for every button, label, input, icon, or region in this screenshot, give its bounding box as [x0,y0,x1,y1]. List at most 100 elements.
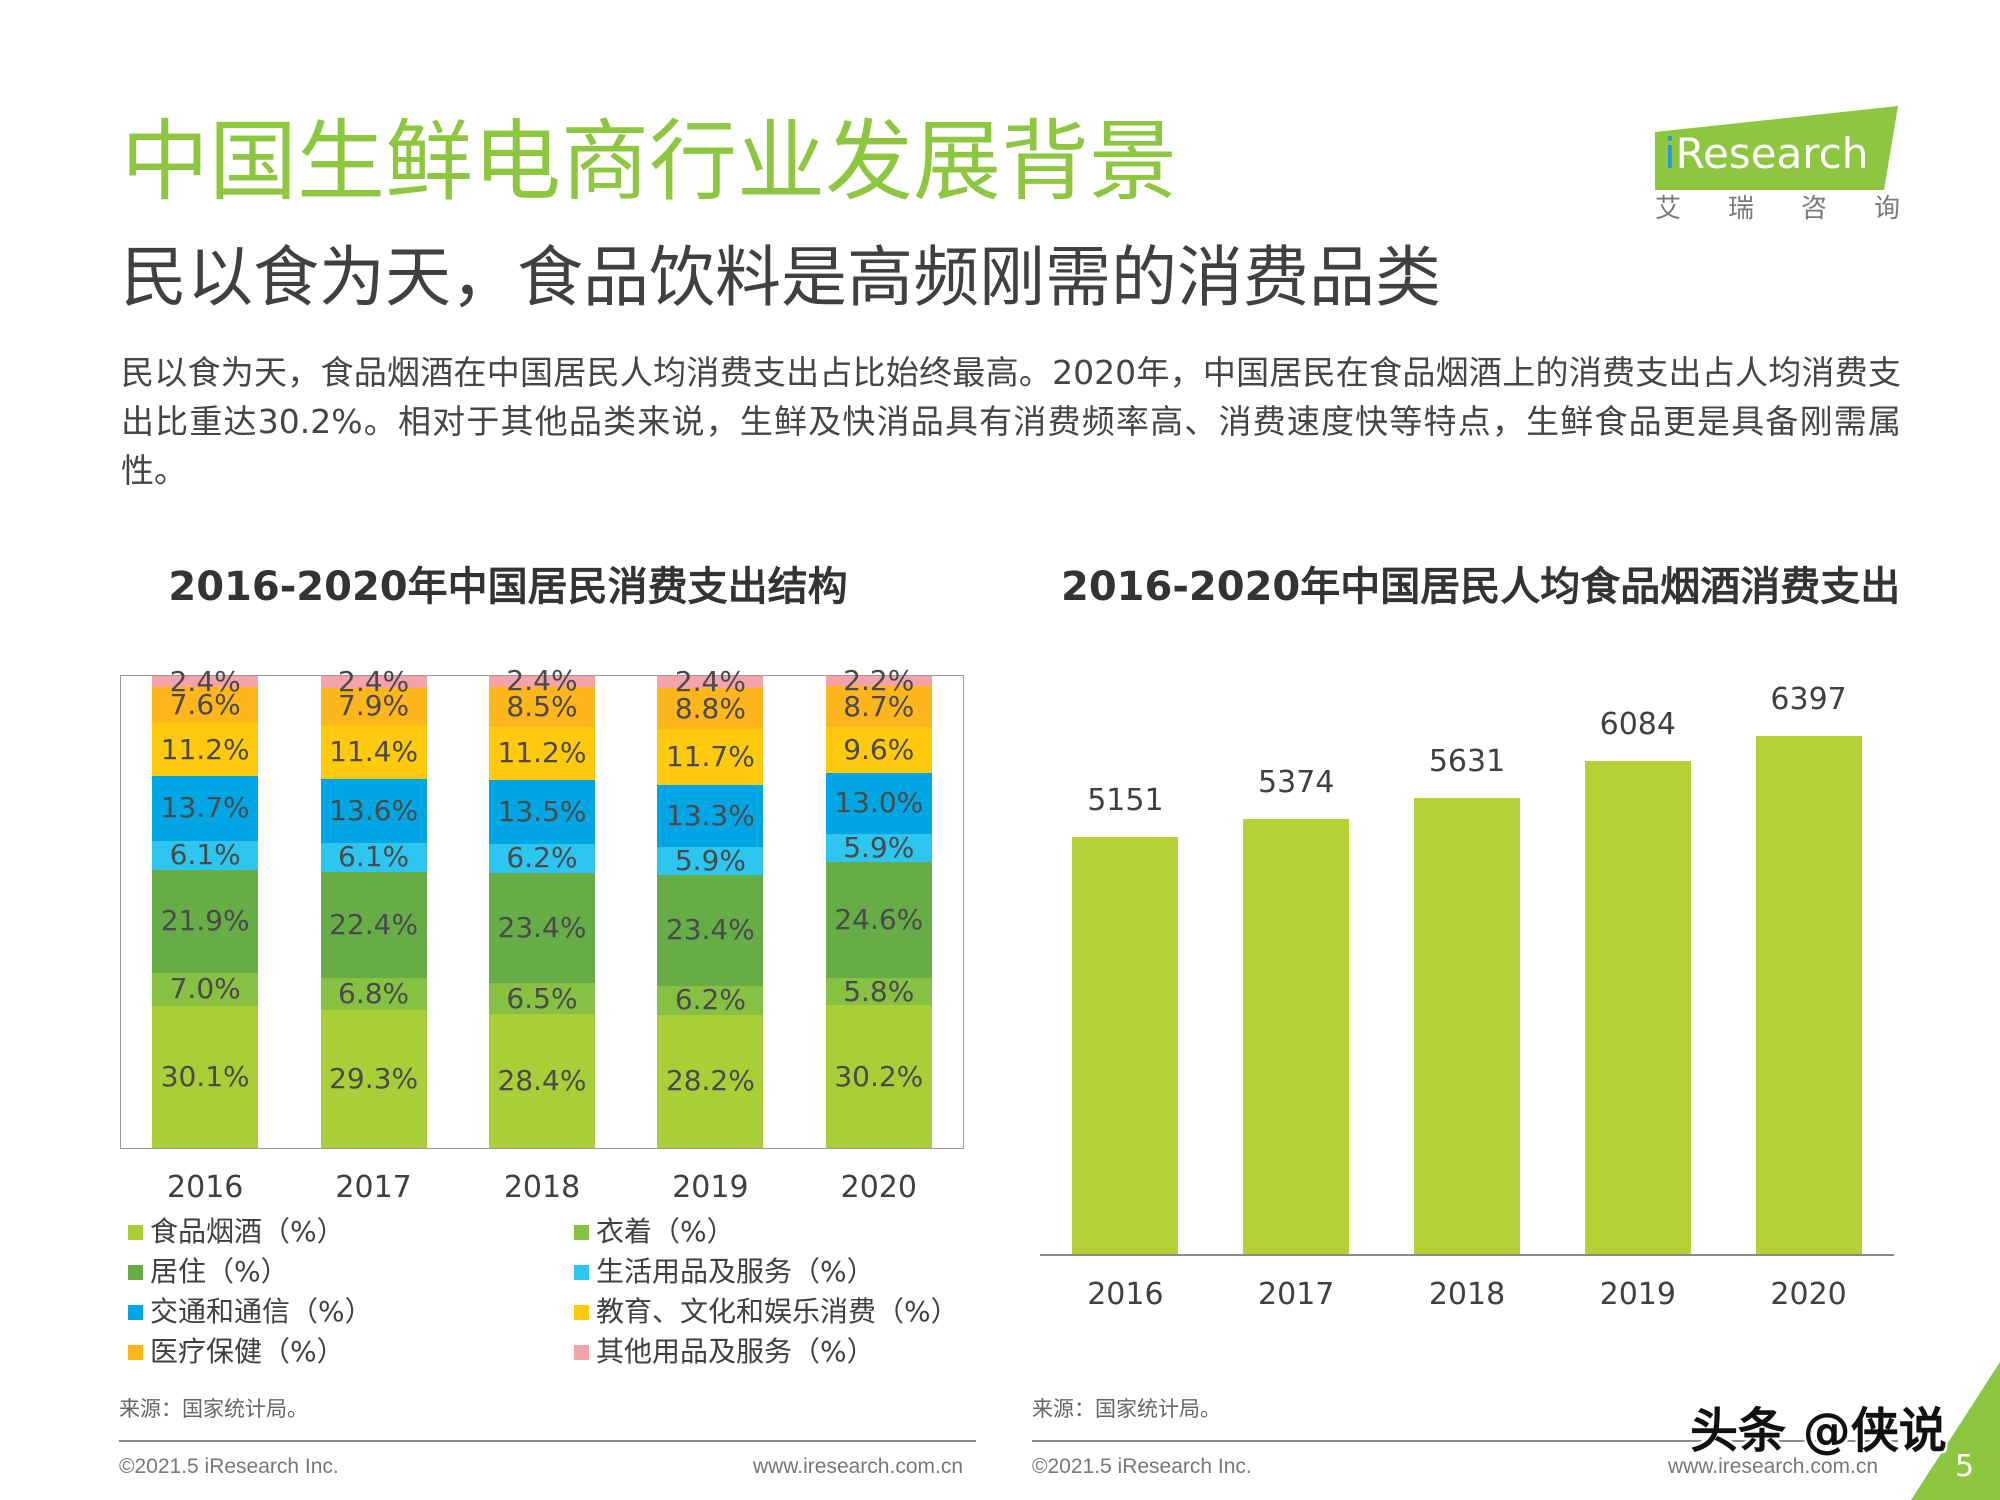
segment-2018-7 [489,686,595,727]
data-label-2016-8: 2.4% [169,664,241,698]
data-label-2017-2: 6.8% [338,976,410,1010]
data-label-2018-3: 23.4% [497,911,587,945]
bar-2019 [1584,761,1691,1254]
data-label-2018-7: 8.5% [506,689,578,723]
bar-2016 [1072,836,1179,1254]
data-label-2016-4: 6.1% [169,838,241,872]
right-footer-divider [1032,1440,1898,1442]
x-tick-label-2016: 2016 [1087,1277,1164,1312]
data-label-2018-2: 6.5% [506,981,578,1015]
data-label-2020-2: 5.8% [843,974,915,1008]
segment-2017-8 [320,676,427,688]
legend-label: 食品烟酒（%） [150,1215,345,1248]
data-label-2020-7: 8.7% [843,689,915,723]
segment-2018-3 [489,872,595,984]
legend-item-1: 食品烟酒（%） [128,1214,548,1250]
page-title: 中国生鲜电商行业发展背景 [121,110,1178,213]
watermark: 头条 @侠说 [1690,1403,1947,1459]
left-source-note: 来源：国家统计局。 [119,1397,308,1421]
x-tick-label-2020: 2020 [840,1170,917,1205]
legend-swatch [128,1225,143,1240]
segment-2020-4 [825,834,932,862]
segment-2020-1 [825,1005,932,1148]
segment-2019-5 [657,784,764,848]
bar-2020 [1755,735,1862,1254]
legend-swatch [128,1305,143,1320]
segment-2020-6 [825,727,932,773]
right-website: www.iresearch.com.cn [1667,1455,1878,1478]
segment-2019-6 [657,729,764,785]
segment-2017-5 [320,778,427,844]
x-tick-label-2019: 2019 [1599,1277,1676,1312]
bar-2017 [1243,818,1350,1254]
structure-chart-plot [120,675,964,1149]
segment-2018-5 [489,779,595,844]
data-label-2019-6: 11.7% [665,739,755,773]
legend-swatch [574,1265,589,1280]
segment-2017-4 [320,843,427,872]
segment-2018-6 [489,726,595,780]
right-copyright: ©2021.5 iResearch Inc. [1032,1455,1252,1478]
data-label-2020-4: 5.9% [843,831,915,865]
logo-tagline: 艾瑞咨询 [1655,194,1948,224]
legend-swatch [574,1225,589,1240]
data-label-2019-8: 2.4% [674,665,746,699]
segment-2018-1 [489,1013,595,1148]
right-source-note: 来源：国家统计局。 [1032,1397,1221,1421]
segment-2020-3 [825,861,932,979]
value-label-2016: 5151 [1087,782,1164,818]
data-label-2017-6: 11.4% [329,734,419,768]
segment-2017-7 [320,687,427,726]
x-tick-label-2018: 2018 [503,1170,581,1205]
data-label-2017-7: 7.9% [338,689,410,723]
data-label-2017-8: 2.4% [338,665,410,699]
x-tick-label-2018: 2018 [1428,1277,1506,1312]
segment-2016-7 [152,687,259,724]
segment-2020-8 [825,676,932,687]
x-tick-label-2019: 2019 [672,1170,749,1205]
segment-2020-5 [825,772,932,835]
legend-item-8: 其他用品及服务（%） [574,1334,994,1370]
legend-item-3: 居住（%） [128,1254,548,1290]
data-label-2017-5: 13.6% [329,793,419,827]
segment-2019-3 [657,875,764,986]
data-label-2016-3: 21.9% [160,904,250,938]
segment-2018-2 [489,983,595,1014]
data-label-2020-3: 24.6% [834,903,924,937]
structure-chart-x-axis: 2016 2017 2018 2019 2020 [121,1170,963,1206]
data-label-2018-5: 13.5% [497,794,587,828]
data-label-2016-6: 11.2% [160,732,250,766]
structure-chart-data-labels: 30.1% 7.0% 21.9% 6.1% 13.7% 11.2% 7.6% 2.4% 29.3… [121,664,963,1148]
legend-label: 居住（%） [150,1255,289,1288]
data-label-2017-3: 22.4% [329,907,419,941]
legend-item-6: 教育、文化和娱乐消费（%） [574,1294,994,1330]
value-label-2018: 5631 [1428,743,1506,779]
value-label-2020: 6397 [1770,681,1847,717]
segment-2017-3 [320,871,427,978]
legend-label: 医疗保健（%） [150,1335,345,1368]
structure-chart-title: 2016-2020年中国居民消费支出结构 [168,564,848,610]
x-tick-label-2016: 2016 [167,1170,244,1205]
segment-2017-1 [320,1009,427,1148]
legend-label: 交通和通信（%） [150,1295,373,1328]
structure-chart-legend: 食品烟酒（%） 衣着（%） 居住（%） 生活用品及服务（%） 交通和通信（%） 教育、文化… [128,1214,968,1374]
food-spending-chart-title: 2016-2020年中国居民人均食品烟酒消费支出 [1061,564,1901,610]
segment-2016-5 [152,776,259,841]
intro-paragraph: 民以食为天，食品烟酒在中国居民人均消费支出占比始终最高。2020年，中国居民在食… [121,353,1901,490]
data-label-2020-1: 30.2% [834,1059,924,1093]
data-label-2019-1: 28.2% [665,1064,755,1098]
logo-wordmark: iResearch [1664,129,1869,178]
data-label-2019-4: 5.9% [674,844,746,878]
segment-2019-1 [657,1014,764,1148]
data-label-2019-2: 6.2% [674,983,746,1017]
legend-swatch [128,1265,143,1280]
legend-label: 衣着（%） [596,1215,735,1248]
segment-2016-6 [152,723,259,777]
segment-2018-8 [489,676,595,687]
legend-label: 其他用品及服务（%） [596,1335,875,1368]
data-label-2016-2: 7.0% [169,972,241,1006]
left-copyright: ©2021.5 iResearch Inc. [119,1455,339,1478]
data-label-2019-5: 13.3% [665,798,755,832]
segment-2016-3 [152,869,259,973]
data-label-2016-7: 7.6% [169,688,241,722]
